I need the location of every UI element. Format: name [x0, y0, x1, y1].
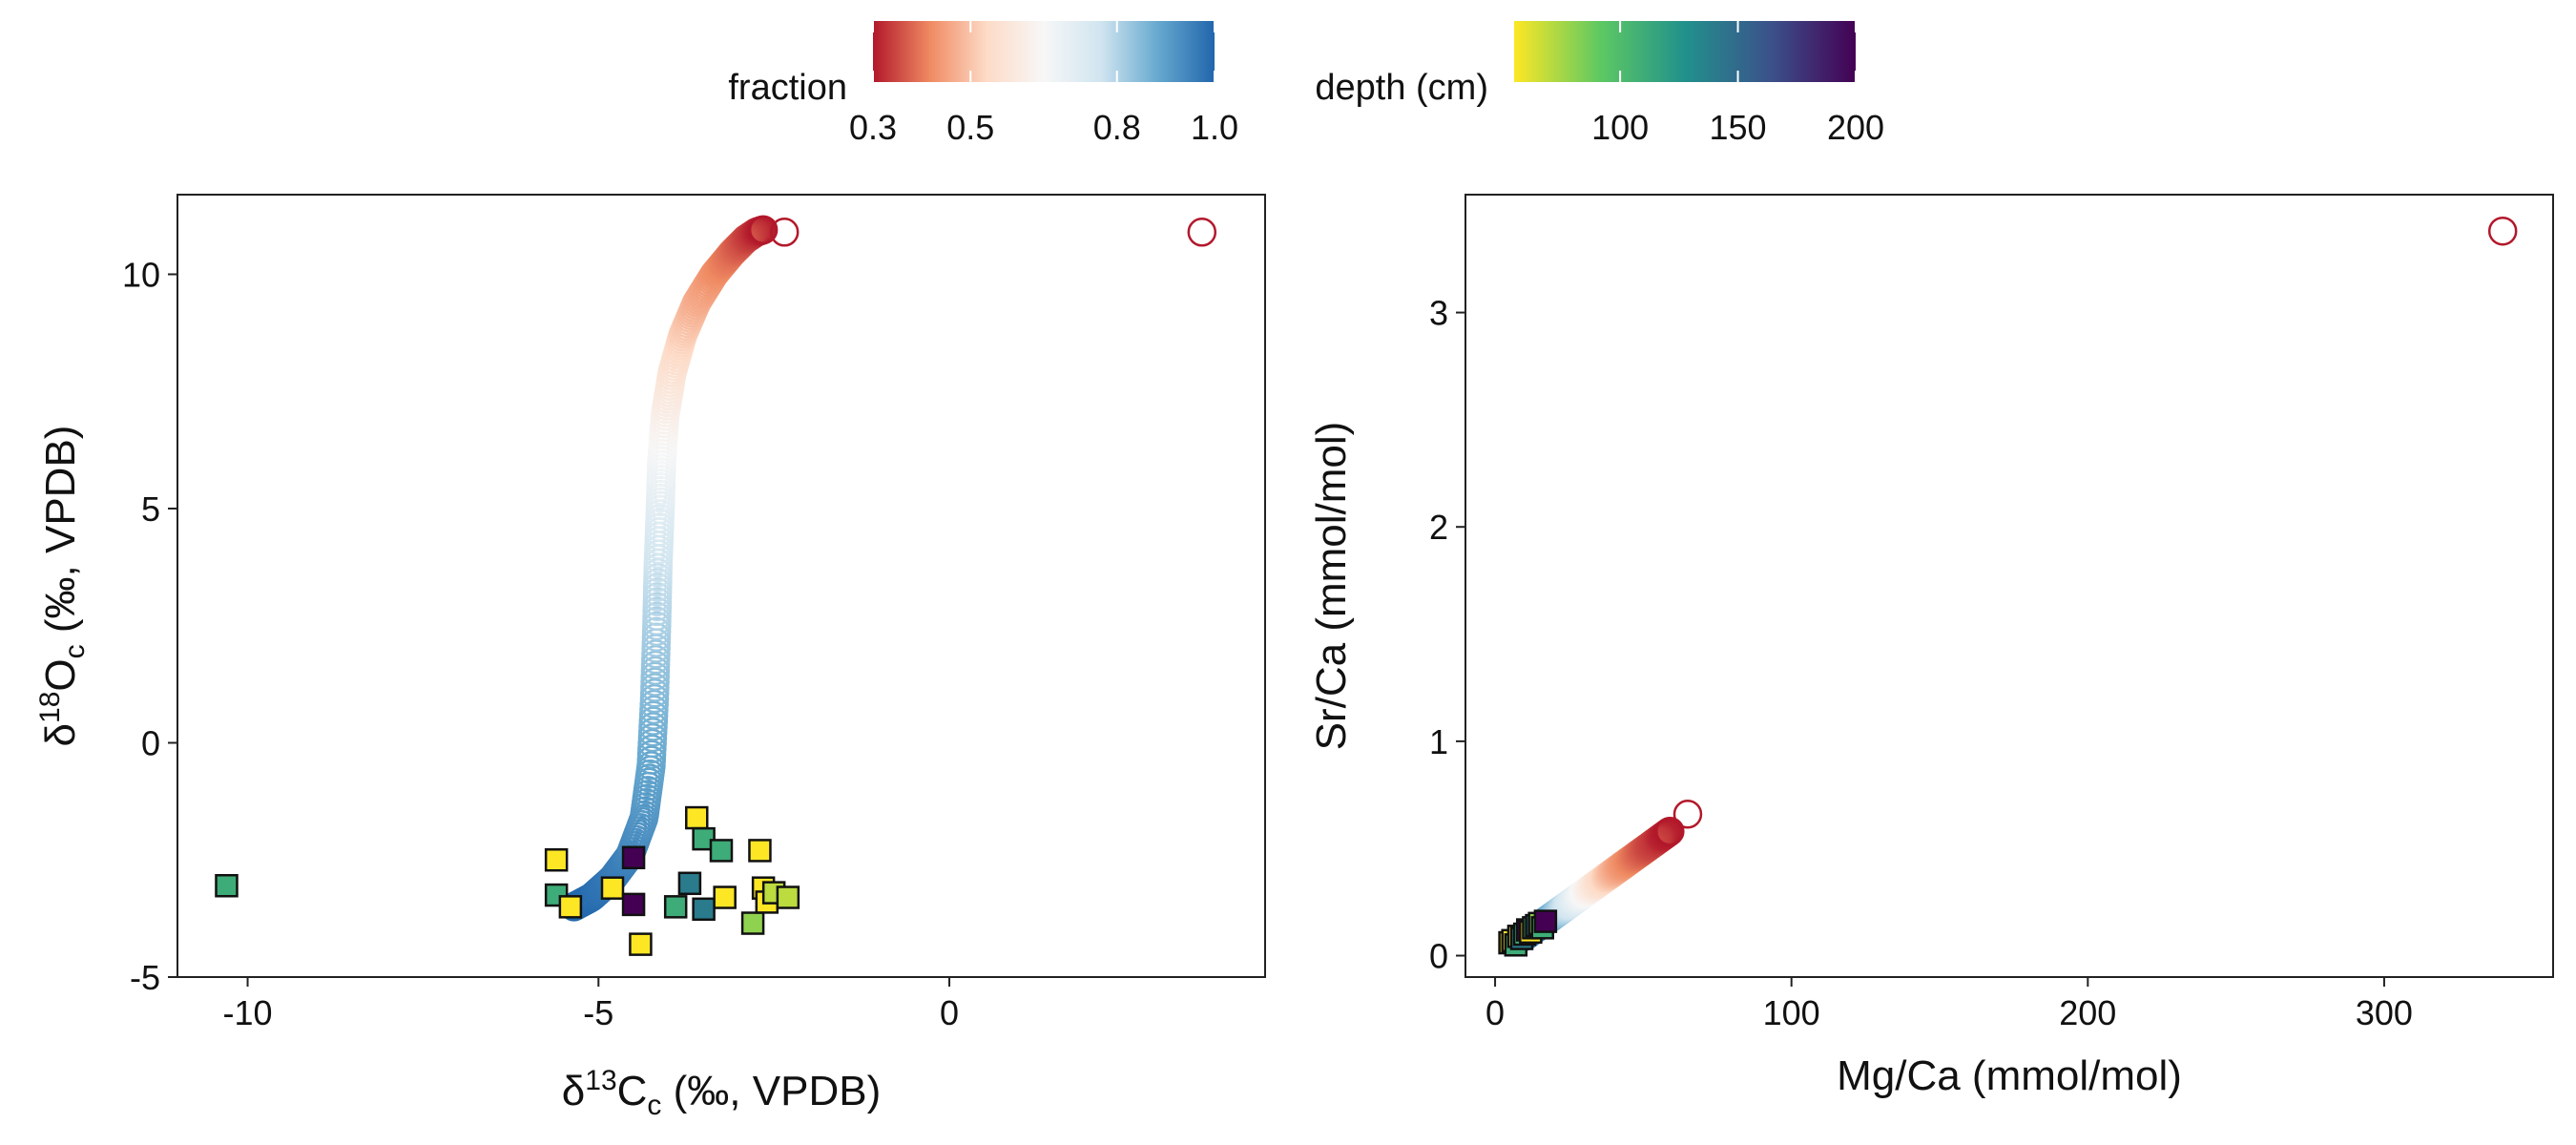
y-tick-label: 0 [141, 723, 160, 762]
plot-area-isotopes [215, 215, 1217, 956]
sample-point [709, 839, 734, 863]
legend-fraction-colorbar [873, 21, 1215, 82]
x-tick-label: -5 [583, 993, 613, 1032]
model-curve-point [748, 215, 779, 245]
y-tick-label: 0 [1429, 937, 1448, 976]
legend-fraction-title: fraction [728, 68, 847, 108]
legend-tick-label: 0.8 [1093, 108, 1141, 147]
sample-point [677, 871, 702, 896]
legend-tick-label: 200 [1827, 108, 1884, 147]
sample-point [600, 876, 625, 900]
sample-point [629, 932, 653, 956]
sample-point [776, 885, 800, 909]
sample-point [713, 885, 737, 909]
legend-tick-label: 100 [1591, 108, 1649, 147]
legend-tick-label: 0.5 [946, 108, 994, 147]
y-tick-label: -5 [130, 958, 160, 997]
x-tick-label: 0 [940, 993, 959, 1032]
legend-depth: depth (cm) 100 150 200 [1315, 21, 1884, 147]
legend-tick-label: 0.3 [849, 108, 897, 147]
sample-point [621, 845, 646, 870]
legend-depth-title: depth (cm) [1315, 68, 1488, 108]
x-tick-label: 200 [2059, 993, 2116, 1032]
sample-point [692, 826, 716, 851]
x-tick-label: 300 [2356, 993, 2413, 1032]
legend-fraction: fraction 0.3 0.5 0.8 1.0 [728, 21, 1238, 147]
x-tick-label: 0 [1485, 993, 1505, 1032]
axes-ratios: 0 100 200 300 0 1 2 3 [1429, 294, 2413, 1032]
x-axis-title-isotopes: δ13Cc (‰, VPDB) [562, 1065, 881, 1121]
sample-point [685, 805, 709, 830]
sample-point [663, 895, 688, 919]
panel-ratios: 0 100 200 300 0 1 2 3 Mg/Ca (mmol/mol) Sr/Ca (m… [1308, 194, 2554, 1099]
y-tick-label: 1 [1429, 722, 1448, 761]
legend-depth-colorbar [1514, 21, 1856, 82]
sample-point [215, 874, 239, 898]
sample-point [621, 892, 646, 917]
panel-isotopes: -10 -5 0 -5 0 5 10 δ13Cc (‰, VPDB) δ18Oc (‰, V… [34, 194, 1266, 1121]
sample-point [692, 897, 716, 922]
endmember-point [1187, 218, 1217, 247]
y-tick-label: 2 [1429, 508, 1448, 547]
y-tick-label: 3 [1429, 294, 1448, 333]
x-tick-label: 100 [1763, 993, 1820, 1032]
endmember-point [1672, 800, 1703, 829]
sample-point [740, 911, 765, 935]
endmember-point [769, 218, 800, 247]
y-tick-label: 5 [141, 489, 160, 529]
x-axis-title-ratios: Mg/Ca (mmol/mol) [1837, 1052, 2182, 1099]
model-curve-point [1655, 816, 1685, 846]
legend-depth-ticks: 100 150 200 [1591, 21, 1884, 147]
endmember-point [2487, 216, 2518, 246]
y-axis-title-ratios: Sr/Ca (mmol/mol) [1308, 422, 1355, 751]
plot-area-ratios [1498, 216, 2518, 957]
sample-point [544, 847, 569, 872]
x-tick-label: -10 [223, 993, 273, 1032]
axes-isotopes: -10 -5 0 -5 0 5 10 [122, 255, 959, 1032]
sample-point [1533, 909, 1558, 933]
sample-point [558, 895, 583, 919]
legend-tick-label: 150 [1710, 108, 1767, 147]
y-tick-label: 10 [122, 255, 160, 294]
sample-point [748, 839, 772, 863]
legend-fraction-ticks: 0.3 0.5 0.8 1.0 [849, 21, 1238, 147]
y-axis-title-isotopes: δ18Oc (‰, VPDB) [34, 426, 91, 747]
legend-tick-label: 1.0 [1191, 108, 1238, 147]
